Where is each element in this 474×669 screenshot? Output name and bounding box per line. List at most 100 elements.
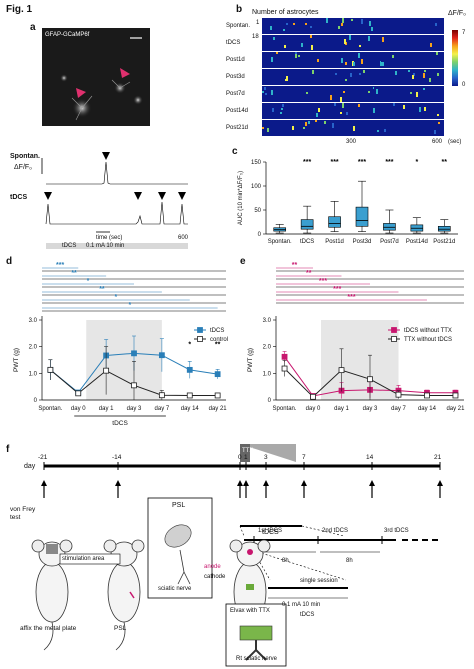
data-point <box>214 392 221 399</box>
x-tick-label: Post21d <box>433 239 455 245</box>
heatmap-ytick-18: 18 <box>252 34 259 40</box>
significance-label: *** <box>358 159 366 166</box>
event-marker-icon <box>134 192 142 200</box>
data-point <box>186 392 193 399</box>
heatmap-cell <box>423 73 425 78</box>
heatmap-cell <box>393 103 395 106</box>
heatmap-cell <box>272 108 274 112</box>
legend-marker <box>391 327 397 333</box>
significance-label: ** <box>442 159 448 166</box>
stim-label: tDCS <box>62 243 77 249</box>
legend-marker <box>197 327 203 333</box>
mouse-illustration-1 <box>31 539 73 651</box>
box <box>328 216 341 228</box>
heatmap-cell <box>359 73 361 75</box>
x-tick-label: Post7d <box>380 239 399 245</box>
heatmap-cell <box>350 73 352 77</box>
heatmap-cell <box>384 129 386 132</box>
data-point <box>338 367 345 374</box>
heatmap-cell <box>351 19 353 21</box>
heatmap-cell <box>303 127 305 129</box>
data-point <box>186 366 193 373</box>
data-point <box>158 352 165 359</box>
x-tick-label: Spontan. <box>273 406 297 412</box>
x-tick-label: day 3 <box>127 406 142 412</box>
x-tick-label: day 7 <box>391 406 406 412</box>
heatmap-cell <box>358 53 360 58</box>
heatmap-cell <box>311 45 313 50</box>
heatmap-cell <box>349 35 351 40</box>
heatmap-cell <box>423 88 425 90</box>
mouse-illustration-2 <box>103 539 145 651</box>
heatmap-cell <box>305 23 307 25</box>
legend-marker <box>197 336 203 342</box>
heatmap-cell <box>335 73 337 75</box>
significance-label: *** <box>385 159 393 166</box>
trace-label-tdcs: tDCS <box>10 194 28 201</box>
y-tick-label: 2.0 <box>263 345 272 351</box>
heatmap-cell <box>340 112 342 114</box>
heatmap-cell <box>286 23 288 25</box>
heatmap-cell <box>271 90 273 95</box>
second-tdcs-label: 2nd tDCS <box>322 528 349 534</box>
data-point <box>47 366 54 373</box>
heatmap-cell <box>346 91 348 94</box>
heatmap-cell <box>384 24 386 27</box>
significance-label: ** <box>292 262 298 269</box>
chart-c: 0 50 100 150 AUC (10 min*ΔF/F₀) Spontan. tDCS *… <box>238 159 458 245</box>
data-point <box>281 365 288 372</box>
eight-h-label-2: 8h <box>346 558 353 564</box>
heatmap-row-label: tDCS <box>226 40 241 46</box>
tdcs-period-label: tDCS <box>262 529 279 536</box>
heatmap-cell <box>413 73 415 76</box>
heatmap-cell <box>298 55 300 57</box>
psl-inset <box>147 497 213 599</box>
x-tick-label: day 21 <box>209 406 228 412</box>
timeline-tick-label: -21 <box>38 454 48 461</box>
panel-a-letter: a <box>30 22 36 33</box>
y-axis-label: PWT (g) <box>247 348 254 372</box>
shaded-period <box>86 320 162 400</box>
x-tick-label: day 1 <box>334 406 349 412</box>
heatmap-cell <box>341 23 343 26</box>
heatmap-cell <box>375 39 377 41</box>
heatmap-cell <box>282 104 284 107</box>
heatmap-cell <box>262 91 264 93</box>
x-tick-label: day 3 <box>363 406 378 412</box>
heatmap-cell <box>317 59 319 62</box>
heatmap-xtick-300: 300 <box>346 139 357 145</box>
heatmap-cell <box>361 19 363 24</box>
heatmap-cell <box>338 26 340 29</box>
heatmap-cell <box>342 103 344 108</box>
heatmap-cell <box>405 36 407 38</box>
heatmap-cell <box>369 21 371 26</box>
box <box>300 219 314 230</box>
data-point <box>310 393 316 400</box>
heatmap-cell <box>362 38 364 41</box>
heatmap-cell <box>316 113 318 117</box>
y-tick-label: 50 <box>254 208 261 214</box>
stim-bar <box>46 243 188 249</box>
data-point <box>103 367 110 374</box>
heatmap-cell <box>381 120 383 122</box>
arrowhead-icon <box>76 88 86 98</box>
timeline-tick-label: 21 <box>434 454 442 461</box>
heatmap-cell <box>429 78 431 82</box>
data-point <box>75 390 82 397</box>
event-marker-icon <box>178 192 186 200</box>
heatmap-cell <box>437 73 439 76</box>
heatmap-cell <box>377 130 379 132</box>
micrograph-label: GFAP-GCaMP6f <box>45 32 90 38</box>
heatmap-cell <box>436 52 438 55</box>
heatmap <box>262 18 444 136</box>
data-point <box>281 353 288 360</box>
point-significance: ** <box>215 342 221 349</box>
heatmap-cell <box>332 123 334 128</box>
single-tdcs-label: tDCS <box>300 612 315 618</box>
heatmap-row <box>262 69 444 85</box>
colorbar-tick-bottom: 0 <box>462 82 466 88</box>
legend-label: TTX without tDCS <box>404 337 452 343</box>
heatmap-xunit: (sec) <box>448 139 462 145</box>
stim-area-label: stimulation area <box>62 556 105 562</box>
x-tick-label: Spontan. <box>38 406 62 412</box>
